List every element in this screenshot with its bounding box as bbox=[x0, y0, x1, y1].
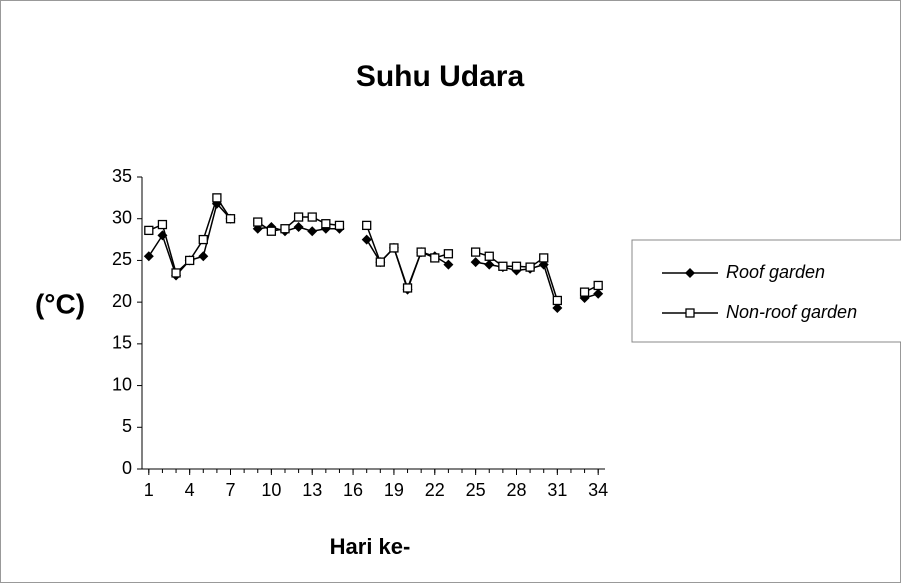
marker bbox=[225, 214, 236, 224]
marker bbox=[157, 219, 168, 230]
marker bbox=[212, 193, 222, 203]
marker bbox=[443, 259, 454, 270]
y-tick-label: 35 bbox=[112, 166, 132, 186]
x-tick-label: 19 bbox=[384, 480, 404, 500]
marker bbox=[321, 219, 331, 229]
x-tick-label: 31 bbox=[547, 480, 567, 500]
x-tick-label: 10 bbox=[261, 480, 281, 500]
marker bbox=[334, 220, 345, 231]
y-tick-label: 30 bbox=[112, 207, 132, 227]
marker bbox=[498, 261, 508, 271]
y-tick-label: 20 bbox=[112, 291, 132, 311]
marker bbox=[402, 283, 413, 293]
marker bbox=[430, 253, 440, 263]
marker bbox=[593, 280, 603, 291]
marker bbox=[157, 230, 168, 241]
marker bbox=[552, 302, 563, 313]
marker bbox=[539, 253, 549, 263]
marker bbox=[685, 308, 695, 318]
y-tick-label: 15 bbox=[112, 333, 132, 353]
marker bbox=[185, 255, 195, 266]
marker bbox=[579, 287, 590, 297]
marker bbox=[484, 251, 494, 261]
marker bbox=[375, 257, 385, 267]
marker bbox=[253, 217, 263, 227]
marker bbox=[470, 257, 481, 268]
y-tick-label: 10 bbox=[112, 374, 132, 394]
marker bbox=[171, 268, 181, 278]
legend-label: Non-roof garden bbox=[726, 302, 857, 322]
x-tick-label: 1 bbox=[144, 480, 154, 500]
marker bbox=[293, 222, 304, 233]
y-tick-label: 25 bbox=[112, 249, 132, 269]
x-tick-label: 4 bbox=[185, 480, 195, 500]
marker bbox=[511, 261, 522, 271]
x-tick-label: 13 bbox=[302, 480, 322, 500]
marker bbox=[307, 226, 318, 237]
legend: Roof garden Non-roof garden bbox=[631, 239, 901, 343]
x-tick-label: 22 bbox=[425, 480, 445, 500]
marker bbox=[361, 234, 372, 245]
marker bbox=[470, 247, 481, 257]
marker bbox=[484, 259, 495, 270]
marker bbox=[552, 295, 562, 306]
x-tick-label: 34 bbox=[588, 480, 608, 500]
marker bbox=[266, 226, 277, 236]
marker bbox=[307, 212, 317, 222]
y-tick-label: 0 bbox=[122, 458, 132, 478]
y-axis-title: (°C) bbox=[35, 288, 85, 319]
chart-title: Suhu Udara bbox=[356, 60, 525, 93]
marker bbox=[362, 220, 372, 231]
x-tick-label: 7 bbox=[226, 480, 236, 500]
marker bbox=[198, 251, 209, 262]
x-axis-title: Hari ke- bbox=[330, 534, 411, 559]
x-tick-label: 28 bbox=[506, 480, 526, 500]
legend-label: Roof garden bbox=[726, 262, 825, 282]
x-tick-label: 25 bbox=[466, 480, 486, 500]
marker bbox=[280, 224, 290, 234]
x-tick-label: 16 bbox=[343, 480, 363, 500]
marker bbox=[389, 243, 399, 253]
marker bbox=[593, 288, 604, 299]
y-tick-label: 5 bbox=[122, 416, 132, 436]
marker bbox=[416, 247, 426, 257]
marker bbox=[525, 262, 535, 272]
marker bbox=[443, 249, 454, 259]
marker bbox=[143, 251, 154, 262]
marker bbox=[144, 225, 154, 236]
marker bbox=[198, 234, 208, 245]
marker bbox=[685, 268, 695, 278]
legend-box bbox=[631, 239, 901, 343]
marker bbox=[293, 212, 304, 222]
